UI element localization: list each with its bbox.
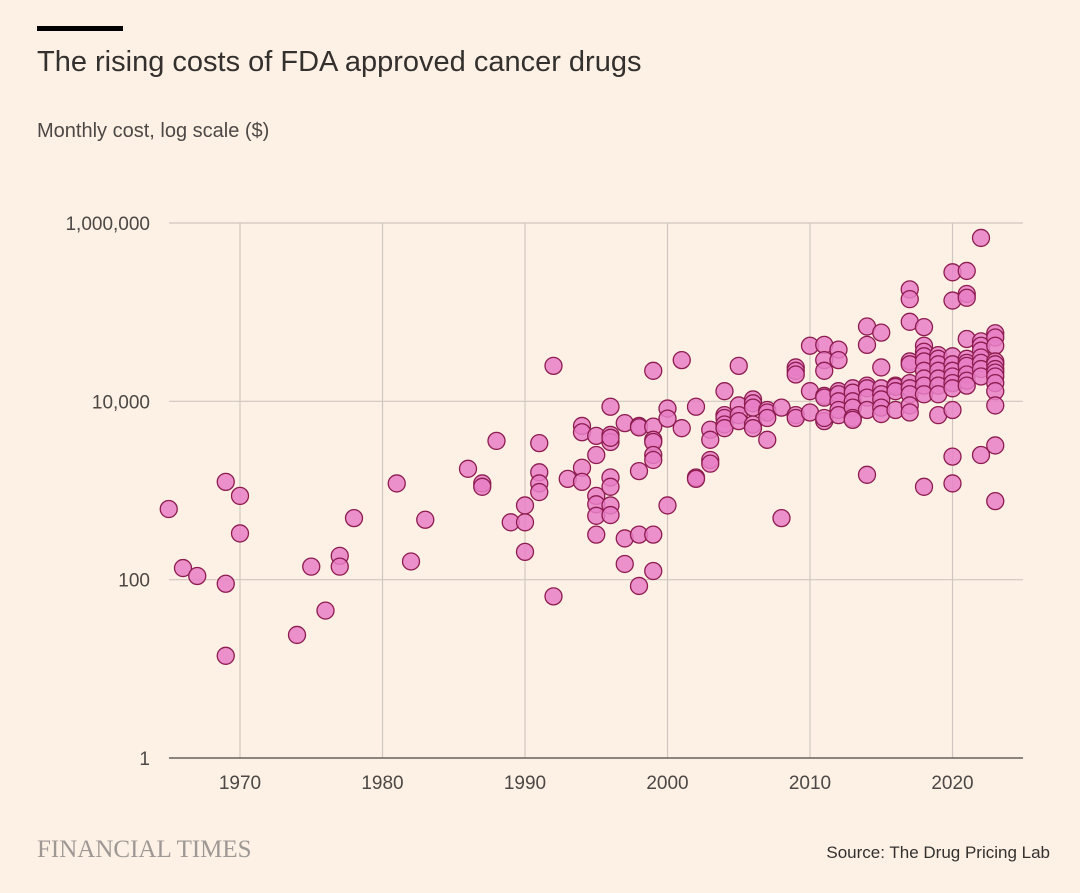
data-point	[772, 398, 791, 417]
x-tick-label: 1970	[219, 773, 261, 794]
y-tick-label: 100	[118, 571, 150, 592]
data-point	[701, 430, 720, 449]
chart-title: The rising costs of FDA approved cancer …	[37, 46, 642, 78]
data-point	[857, 335, 877, 354]
data-point	[530, 433, 549, 453]
data-point	[772, 508, 791, 528]
data-point	[729, 356, 748, 376]
data-point	[330, 557, 349, 576]
data-point	[872, 358, 891, 377]
data-point	[644, 561, 663, 581]
data-point	[188, 566, 207, 586]
data-point	[487, 431, 506, 451]
y-tick-label: 1	[139, 749, 150, 770]
data-point	[957, 376, 976, 395]
data-point	[544, 356, 563, 376]
data-point	[316, 601, 335, 620]
data-point	[216, 646, 235, 665]
data-point	[872, 323, 891, 342]
data-point	[900, 289, 919, 309]
source-note: Source: The Drug Pricing Lab	[826, 843, 1050, 862]
data-point	[230, 486, 250, 506]
data-point	[914, 317, 934, 337]
x-axis-ticks: 1970 1980 1990 2000 2010 2020	[219, 773, 974, 794]
data-point	[401, 552, 421, 571]
data-point	[943, 447, 962, 466]
data-point	[986, 491, 1005, 511]
data-point	[515, 513, 535, 532]
data-point	[287, 625, 307, 645]
data-point	[644, 525, 663, 544]
data-points	[159, 228, 1005, 665]
data-point	[629, 461, 649, 481]
financial-times-logo: FINANCIAL TIMES	[37, 836, 252, 863]
data-point	[544, 587, 563, 606]
data-point	[601, 397, 620, 416]
data-point	[829, 350, 848, 370]
data-point	[971, 445, 991, 465]
data-point	[615, 554, 634, 574]
data-point	[658, 409, 677, 428]
data-point	[701, 454, 720, 473]
data-point	[159, 499, 178, 519]
data-point	[857, 465, 877, 484]
data-point	[686, 397, 706, 416]
data-point	[758, 430, 777, 449]
data-point	[644, 361, 663, 380]
data-point	[601, 428, 620, 447]
data-point	[601, 505, 620, 525]
data-point	[644, 450, 663, 470]
data-point	[572, 472, 592, 492]
data-point	[587, 525, 606, 544]
data-point	[601, 477, 620, 496]
data-point	[786, 365, 805, 384]
data-point	[986, 436, 1005, 455]
x-tick-label: 2020	[931, 773, 973, 794]
y-tick-label: 1,000,000	[65, 214, 150, 235]
x-tick-label: 1990	[504, 773, 546, 794]
chart-subtitle: Monthly cost, log scale ($)	[37, 120, 270, 142]
data-point	[900, 403, 919, 422]
data-point	[986, 396, 1005, 415]
data-point	[587, 445, 606, 465]
data-point	[216, 574, 235, 593]
data-point	[530, 482, 549, 502]
data-point	[230, 524, 250, 543]
data-point	[843, 410, 862, 429]
data-point	[743, 419, 763, 438]
x-tick-label: 1980	[361, 773, 403, 794]
data-point	[758, 408, 777, 428]
y-tick-label: 10,000	[92, 392, 150, 413]
data-point	[658, 496, 677, 515]
data-point	[672, 419, 691, 438]
data-point	[515, 542, 535, 562]
y-axis-ticks: 1 100 10,000 1,000,000	[65, 214, 150, 770]
data-point	[344, 508, 364, 528]
data-point	[914, 477, 934, 496]
data-point	[302, 557, 321, 576]
data-point	[943, 400, 962, 420]
data-point	[957, 288, 976, 307]
data-point	[416, 510, 435, 529]
data-point	[686, 469, 706, 489]
data-point	[515, 496, 535, 515]
data-point	[971, 228, 991, 248]
data-point	[458, 459, 478, 478]
data-point	[473, 477, 492, 496]
data-point	[943, 474, 962, 493]
data-point	[629, 576, 649, 596]
data-point	[672, 350, 691, 370]
x-tick-label: 2010	[789, 773, 831, 794]
data-point	[715, 382, 734, 401]
data-point	[173, 558, 193, 578]
data-point	[387, 474, 406, 493]
x-tick-label: 2000	[646, 773, 688, 794]
data-point	[216, 472, 235, 492]
data-point	[986, 336, 1005, 355]
title-accent-bar	[37, 26, 123, 31]
data-point	[957, 261, 976, 281]
data-point	[815, 361, 834, 380]
